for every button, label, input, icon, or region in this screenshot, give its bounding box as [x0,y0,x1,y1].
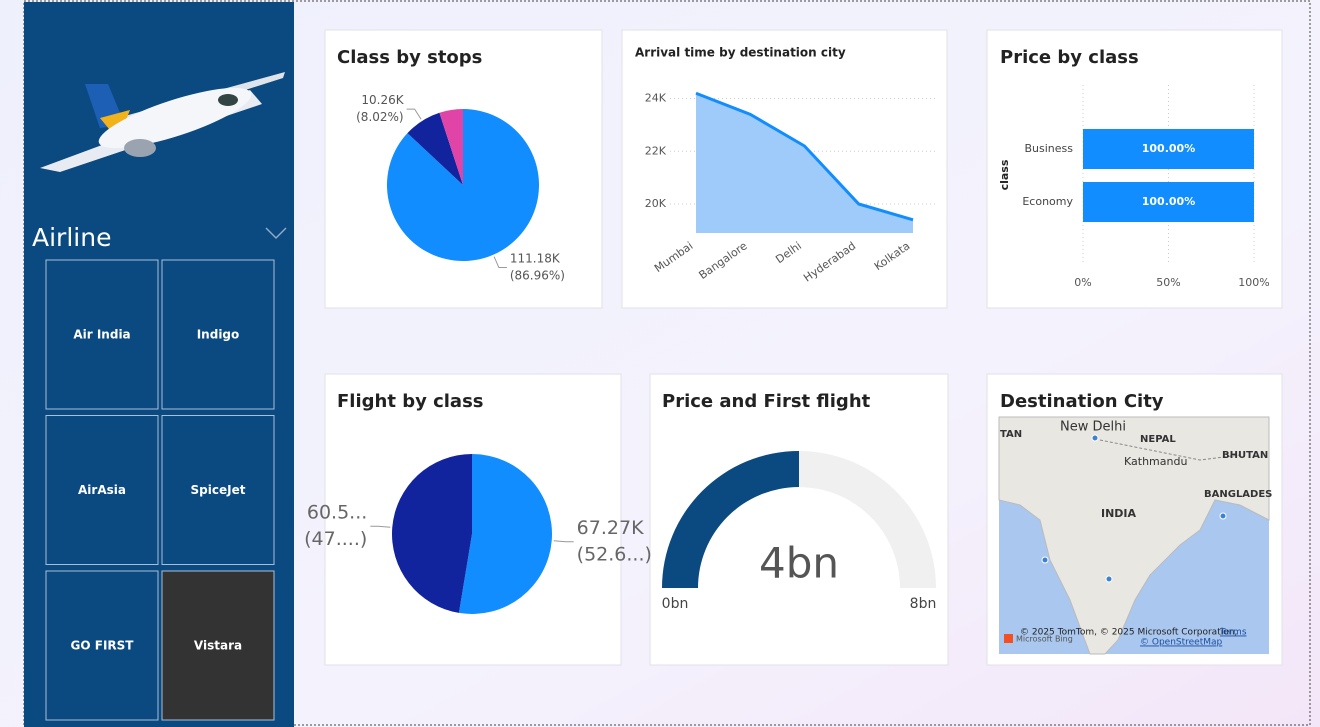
chart-title: Price and First flight [662,391,871,412]
area-line [695,91,914,222]
map-terms[interactable]: Terms [1219,628,1247,638]
data-label: (8.02%) [356,110,403,124]
pie-slice [439,109,463,185]
map-title: Destination City [1000,391,1164,412]
map-point [1041,556,1049,564]
x-tick-label: 100% [1238,276,1269,289]
map-attribution: © 2025 TomTom, © 2025 Microsoft Corporat… [1020,628,1237,638]
airplane [40,72,285,172]
map-attribution: Microsoft Bing [1016,635,1073,644]
slicer-tile[interactable] [45,259,159,410]
bar [1083,182,1254,222]
map-point [1105,575,1113,583]
y-tick-label: 20K [645,197,667,210]
map-point [1091,434,1099,442]
data-label: 60.5... [307,501,367,523]
chart-title: Arrival time by destination city [635,46,846,60]
pie-slice [392,454,472,613]
data-label: 111.18K [510,252,561,266]
map-attribution[interactable]: © OpenStreetMap [1140,638,1223,648]
data-label: 10.26K [361,93,404,107]
slicer-tile[interactable] [161,415,275,565]
slicer-tile[interactable] [161,570,275,721]
map-label: New Delhi [1060,420,1126,435]
chart-title: Flight by class [337,391,484,412]
x-tick-label: 50% [1156,276,1180,289]
map-point [1219,512,1227,520]
slicer-chevron[interactable] [265,227,287,240]
map-land [998,416,1270,655]
data-label: (52.6...) [577,544,652,566]
data-label: (86.96%) [510,268,565,282]
map-label: BANGLADES [1204,489,1272,500]
leader-line [493,256,507,269]
leader-line [406,108,422,120]
y-tick-label: Business [1024,142,1073,155]
slicer-tile-label: Indigo [197,328,240,342]
pie-slice [407,112,463,185]
slicer-tiles: Air India Indigo AirAsia SpiceJet GO FIRST Vi… [45,259,275,721]
map-label: TAN [1000,429,1022,440]
y-tick-label: 22K [645,144,667,157]
y-tick-label: 24K [645,92,667,105]
map-label: BHUTAN [1222,450,1268,461]
chart-title: Class by stops [337,47,482,68]
y-axis-title: class [998,159,1011,190]
data-label: 100.00% [1142,195,1195,208]
bar [1083,129,1254,169]
gauge-value-label: 4bn [759,539,839,588]
slicer-tile[interactable] [45,415,159,565]
bing-logo [1004,634,1013,643]
data-label: (47....) [304,528,367,550]
slicer-title: Airline [32,223,111,252]
leader-line [553,540,574,543]
map-border [1099,439,1241,461]
x-tick-label: 0% [1074,276,1091,289]
gauge-tick-label: 0bn [662,596,689,612]
data-label: 67.27K [577,517,644,539]
chart-title: Price by class [1000,47,1139,68]
slicer-tile-label: GO FIRST [71,639,135,653]
slicer-tile-label: SpiceJet [191,483,246,497]
gauge-value [662,451,799,588]
pie-slice [458,454,553,614]
slicer-tile-label: Vistara [194,639,242,653]
slicer-tile-label: Air India [73,328,130,342]
slicer-tile[interactable] [45,570,159,721]
slicer-tile[interactable] [161,259,275,410]
gauge-tick-label: 8bn [910,596,937,612]
map-label: NEPAL [1140,434,1176,445]
data-label: 100.00% [1142,142,1195,155]
slicer-tile-label: AirAsia [78,483,126,497]
map-label: INDIA [1101,507,1137,520]
leader-line [370,525,391,528]
map-label: Kathmandu [1124,455,1187,468]
area-fill [696,93,913,233]
map: New Delhi NEPAL Kathmandu BHUTAN BANGLAD… [998,416,1272,655]
y-tick-label: Economy [1022,195,1073,208]
